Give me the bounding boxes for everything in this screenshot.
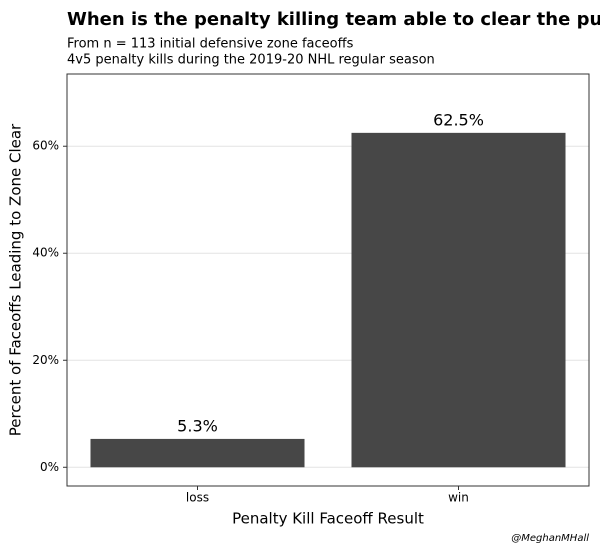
y-tick-label: 20% xyxy=(32,353,59,367)
y-axis-label: Percent of Faceoffs Leading to Zone Clea… xyxy=(7,123,25,436)
chart-subtitle: 4v5 penalty kills during the 2019-20 NHL… xyxy=(67,53,435,68)
y-tick-label: 40% xyxy=(32,246,59,260)
y-tick-label: 60% xyxy=(32,139,59,153)
caption: @MeghanMHall xyxy=(511,533,589,544)
panel-border xyxy=(66,73,590,487)
value-label: 5.3% xyxy=(177,416,218,435)
x-tick-label: loss xyxy=(186,491,209,505)
value-label: 62.5% xyxy=(433,110,484,129)
chart-title: When is the penalty killing team able to… xyxy=(67,9,600,30)
x-axis-label: Penalty Kill Faceoff Result xyxy=(232,510,424,528)
chart-subtitle: From n = 113 initial defensive zone face… xyxy=(67,37,354,52)
y-tick-label: 0% xyxy=(40,460,59,474)
x-tick-label: win xyxy=(448,491,469,505)
bar xyxy=(90,438,305,468)
bar xyxy=(351,132,566,468)
